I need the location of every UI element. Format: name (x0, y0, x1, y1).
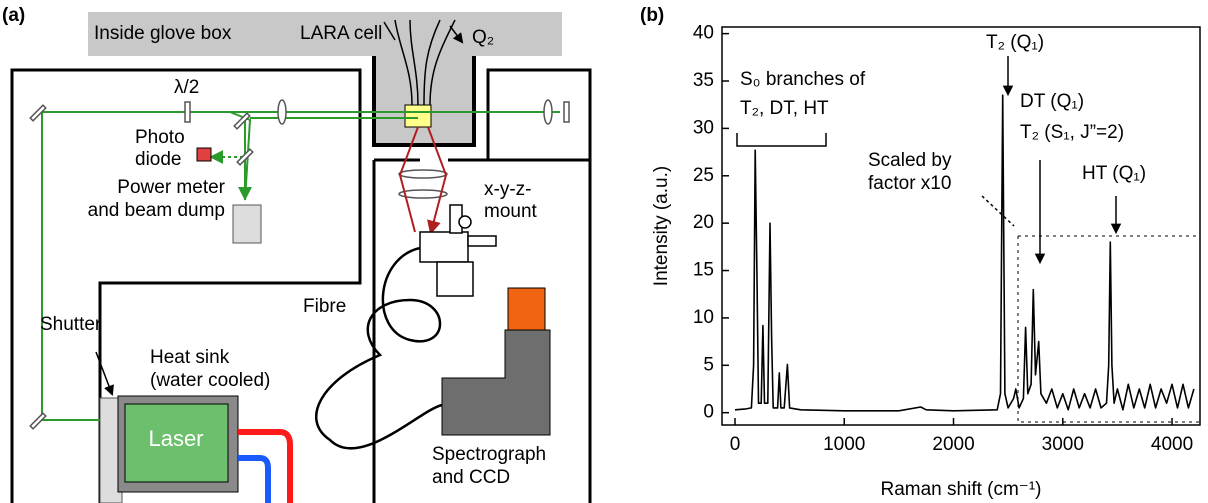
label: Inside glove box (94, 23, 232, 44)
annotation: HT (Q₁) (1082, 163, 1146, 184)
label: λ/2 (174, 77, 199, 98)
panel-label: (b) (640, 5, 664, 26)
label: Laser (148, 426, 203, 451)
fibre (314, 246, 443, 450)
x-tick-label: 1000 (823, 434, 865, 455)
y-tick-label: 25 (693, 165, 714, 186)
spectrum-line (734, 94, 1195, 412)
enclosure-lower (372, 158, 592, 503)
label: (water cooled) (150, 370, 270, 391)
laser (124, 403, 229, 483)
label: Spectrograph (432, 444, 546, 465)
shutter-arrow (95, 351, 114, 396)
optics (29, 99, 570, 430)
lara-cell (404, 104, 432, 128)
label: and CCD (432, 467, 510, 488)
annotation: T₂ (Q₁) (986, 32, 1044, 53)
y-tick-label: 35 (693, 70, 714, 91)
label: Fibre (303, 296, 346, 317)
power-meter (232, 204, 262, 244)
bracket (736, 133, 827, 147)
x-tick-label: 3000 (1042, 434, 1084, 455)
annotation-arrow (981, 195, 1015, 227)
x-tick-label: 0 (730, 434, 741, 455)
x-tick-label: 2000 (932, 434, 974, 455)
label: x-y-z- (484, 179, 531, 200)
label: Power meter (117, 177, 225, 198)
label: and beam dump (88, 200, 225, 221)
label: LARA cell (300, 23, 382, 44)
laser-beam (41, 111, 560, 420)
label: Shutter (40, 314, 102, 335)
annotation: S₀ branches of (740, 69, 866, 90)
y-tick-label: 40 (693, 23, 714, 44)
panel-label: (a) (2, 5, 25, 26)
setup-diagram: (a) Inside glove box LARA cell Q₂ λ/2 Ph… (2, 5, 592, 503)
enclosure-right (486, 68, 592, 162)
x-axis-title: Raman shift (cm⁻¹) (881, 479, 1042, 500)
enclosure-left (10, 68, 362, 503)
y-tick-label: 10 (693, 307, 714, 328)
y-tick-label: 30 (693, 117, 714, 138)
label: Heat sink (150, 347, 230, 368)
cable (238, 429, 293, 503)
cable (238, 455, 271, 503)
annotation: factor x10 (868, 173, 951, 194)
spectrograph (441, 329, 551, 436)
y-tick-label: 5 (703, 354, 714, 375)
glove-box (88, 12, 562, 56)
plot-frame (721, 26, 1201, 426)
mount (419, 204, 497, 297)
scaled-region (1017, 235, 1200, 423)
y-axis-title: Intensity (a.u.) (651, 166, 672, 286)
raman-light (398, 126, 448, 232)
y-tick-label: 15 (693, 260, 714, 281)
gas-lines (394, 19, 456, 106)
spectrum-chart: (b) Intensity (a.u.) Raman shift (cm⁻¹) … (640, 5, 1201, 500)
y-tick-label: 0 (703, 402, 714, 423)
label: Photo (135, 127, 185, 148)
label: Q₂ (472, 27, 494, 48)
x-tick-label: 4000 (1151, 434, 1193, 455)
well-wall (372, 56, 476, 147)
annotation: DT (Q₁) (1020, 91, 1084, 112)
y-tick-label: 20 (693, 212, 714, 233)
annotation: Scaled by (868, 150, 952, 171)
label: mount (484, 201, 538, 222)
label: diode (135, 149, 182, 170)
flow-arrow (383, 21, 462, 42)
annotation: T₂, DT, HT (740, 98, 829, 119)
ccd (507, 287, 546, 331)
photodiode (196, 147, 212, 162)
annotation: T₂ (S₁, J”=2) (1020, 122, 1124, 143)
